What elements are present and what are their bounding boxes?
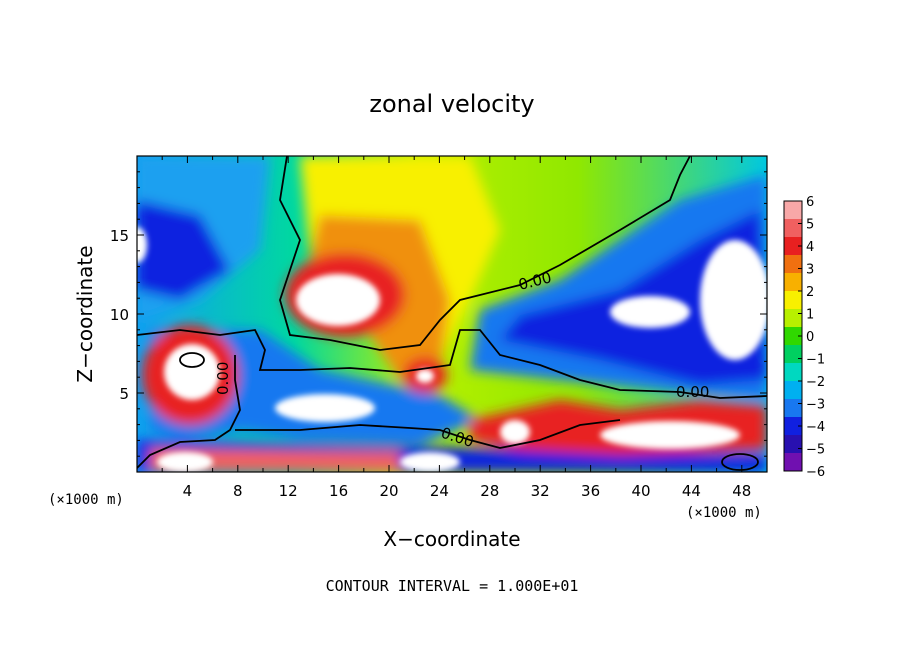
x-tick-label: 4: [183, 482, 193, 500]
colorbar-swatch: [784, 255, 802, 274]
x-tick-label: 28: [480, 482, 499, 500]
colorbar-tick-label: 0: [806, 330, 814, 345]
colorbar: 6 5 4 3 2 1 0 −1 −2 −3 −4 −5 −6: [783, 195, 825, 480]
colorbar-swatch: [784, 381, 802, 400]
contour-loop-left: [179, 352, 205, 368]
heatmap-field: 0.00 0.00 0.00 0.00: [137, 156, 767, 472]
y-tick-label: 15: [110, 227, 129, 245]
colorbar-tick-label: −6: [806, 465, 825, 480]
colorbar-tick-label: −5: [806, 443, 825, 458]
colorbar-swatch: [784, 201, 802, 220]
y-axis-ticks: 5 10 15: [110, 171, 767, 457]
contour-loop-right: [721, 453, 759, 471]
saturated-core-right-mid: [610, 296, 690, 328]
x-tick-label: 12: [279, 482, 298, 500]
saturated-core-mid-left: [275, 394, 375, 422]
x-tick-label: 44: [682, 482, 701, 500]
x-tick-label: 32: [531, 482, 550, 500]
colorbar-swatch: [784, 417, 802, 436]
colorbar-swatch: [784, 453, 802, 472]
y-tick-label: 5: [119, 385, 129, 403]
saturated-core-lower-mid: [500, 420, 530, 444]
x-axis-ticks: 4 8 12 16 20 24 28 32 36 40 44 48: [161, 156, 751, 500]
saturated-core-bottom-left: [157, 452, 213, 472]
x-tick-label: 8: [233, 482, 243, 500]
colorbar-tick-label: 2: [806, 285, 814, 300]
saturated-core-bottom-center: [400, 452, 460, 472]
saturated-core-center: [416, 369, 434, 383]
colorbar-swatch: [784, 219, 802, 238]
colorbar-swatch: [784, 273, 802, 292]
colorbar-tick-label: −3: [806, 398, 825, 413]
contour-line-middle: [137, 329, 767, 399]
colorbar-swatch: [784, 363, 802, 382]
x-tick-label: 24: [430, 482, 449, 500]
saturated-core-left-edge: [137, 227, 147, 263]
contour-interval-note: CONTOUR INTERVAL = 1.000E+01: [326, 577, 579, 595]
colorbar-tick-label: −1: [806, 353, 825, 368]
saturated-core-lower-right: [600, 421, 740, 449]
colorbar-swatch: [784, 345, 802, 364]
saturated-core-right-top: [700, 240, 767, 360]
colorbar-swatch: [784, 435, 802, 454]
x-tick-label: 40: [631, 482, 650, 500]
y-tick-label: 10: [110, 306, 129, 324]
x-unit-right: (×1000 m): [686, 505, 762, 521]
contour-line-lower: [137, 355, 621, 469]
contour-line-upper: [279, 156, 691, 351]
colorbar-swatch: [784, 237, 802, 256]
contour-label: 0.00: [676, 383, 709, 401]
colorbar-swatch: [784, 291, 802, 310]
x-tick-label: 48: [732, 482, 751, 500]
negative-band-upper-left-deep: [137, 200, 230, 300]
y-axis-label: Z−coordinate: [73, 245, 97, 382]
chart-title: zonal velocity: [369, 90, 534, 118]
colorbar-swatch: [784, 309, 802, 328]
colorbar-tick-label: 5: [806, 218, 814, 233]
x-tick-label: 36: [581, 482, 600, 500]
colorbar-tick-label: 1: [806, 308, 814, 323]
colorbar-swatch: [784, 399, 802, 418]
colorbar-tick-label: 3: [806, 263, 814, 278]
colorbar-swatch: [784, 327, 802, 346]
colorbar-tick-label: −4: [806, 420, 825, 435]
colorbar-tick-label: 4: [806, 240, 814, 255]
saturated-core-upper: [296, 274, 380, 326]
colorbar-tick-label: 6: [806, 195, 814, 210]
x-axis-label: X−coordinate: [383, 527, 520, 551]
contour-label: 0.00: [214, 362, 232, 395]
positive-band-bottom-left: [150, 448, 400, 472]
zero-contours: [137, 156, 767, 471]
saturated-core-left: [164, 344, 220, 400]
x-unit-left: (×1000 m): [48, 492, 124, 508]
x-tick-label: 20: [379, 482, 398, 500]
colorbar-tick-label: −2: [806, 375, 825, 390]
x-tick-label: 16: [329, 482, 348, 500]
